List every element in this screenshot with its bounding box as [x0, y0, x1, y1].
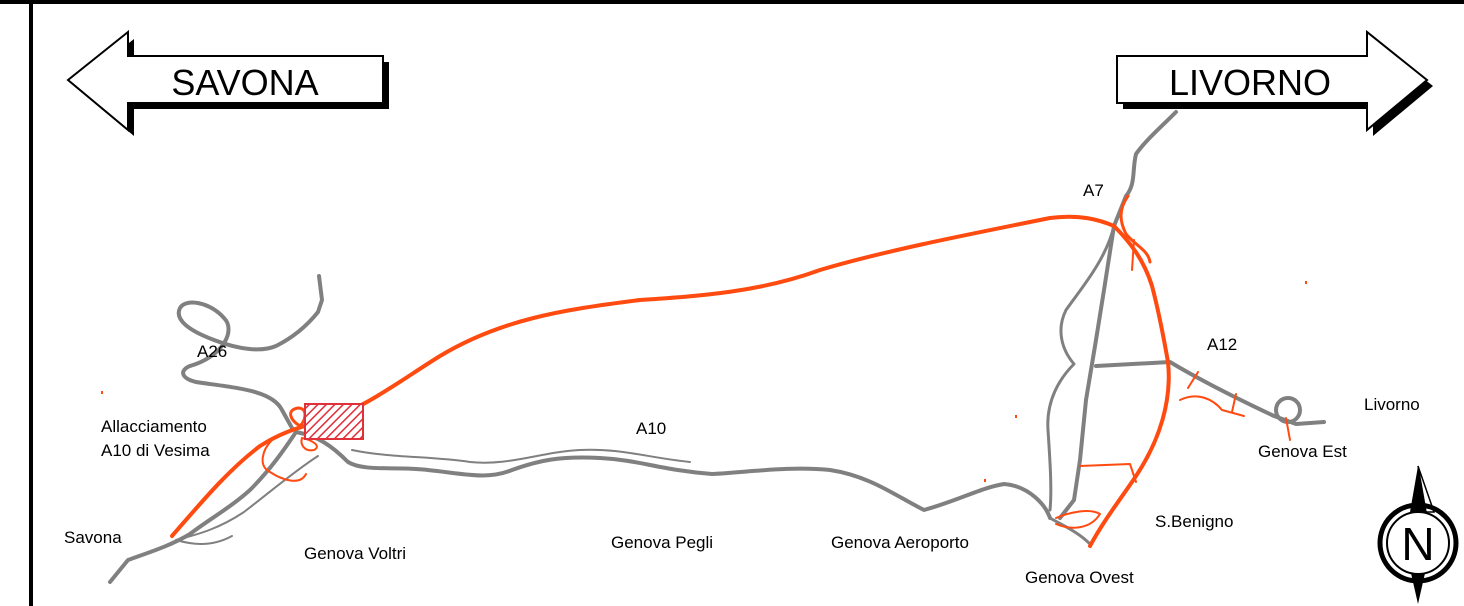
savona-direction-sign: SAVONA — [66, 29, 389, 136]
label-genova-pegli: Genova Pegli — [611, 533, 713, 552]
a26-road — [176, 274, 324, 430]
label-genova-est: Genova Est — [1258, 442, 1347, 461]
new-route — [170, 194, 1291, 548]
a10-savona-road — [108, 430, 298, 584]
label-a7: A7 — [1083, 181, 1104, 200]
label-genova-ovest: Genova Ovest — [1025, 568, 1134, 587]
label-genova-aeroporto: Genova Aeroporto — [831, 533, 969, 552]
map-labels: A26 A10 A7 A12 Allacciamento A10 di Vesi… — [64, 181, 1420, 587]
minor-marks — [101, 281, 1307, 482]
label-vesima: A10 di Vesima — [101, 441, 210, 460]
gronda-main-road — [170, 214, 1116, 538]
livorno-direction-sign: LIVORNO — [1116, 29, 1433, 136]
north-letter: N — [1401, 518, 1434, 570]
a12-road — [1094, 360, 1326, 426]
a7-road — [1058, 110, 1178, 520]
label-a10: A10 — [636, 419, 666, 438]
north-arrow: N — [1377, 465, 1459, 604]
label-livorno: Livorno — [1364, 395, 1420, 414]
a10-road — [294, 430, 1052, 520]
label-a12: A12 — [1207, 335, 1237, 354]
vesima-junction-area — [304, 403, 364, 440]
existing-roads — [108, 110, 1326, 584]
label-allacciamento: Allacciamento — [101, 417, 207, 436]
label-genova-voltri: Genova Voltri — [304, 544, 406, 563]
livorno-sign-text: LIVORNO — [1169, 62, 1331, 103]
label-a26: A26 — [197, 342, 227, 361]
label-s-benigno: S.Benigno — [1155, 512, 1233, 531]
savona-sign-text: SAVONA — [171, 62, 318, 103]
label-savona: Savona — [64, 528, 122, 547]
